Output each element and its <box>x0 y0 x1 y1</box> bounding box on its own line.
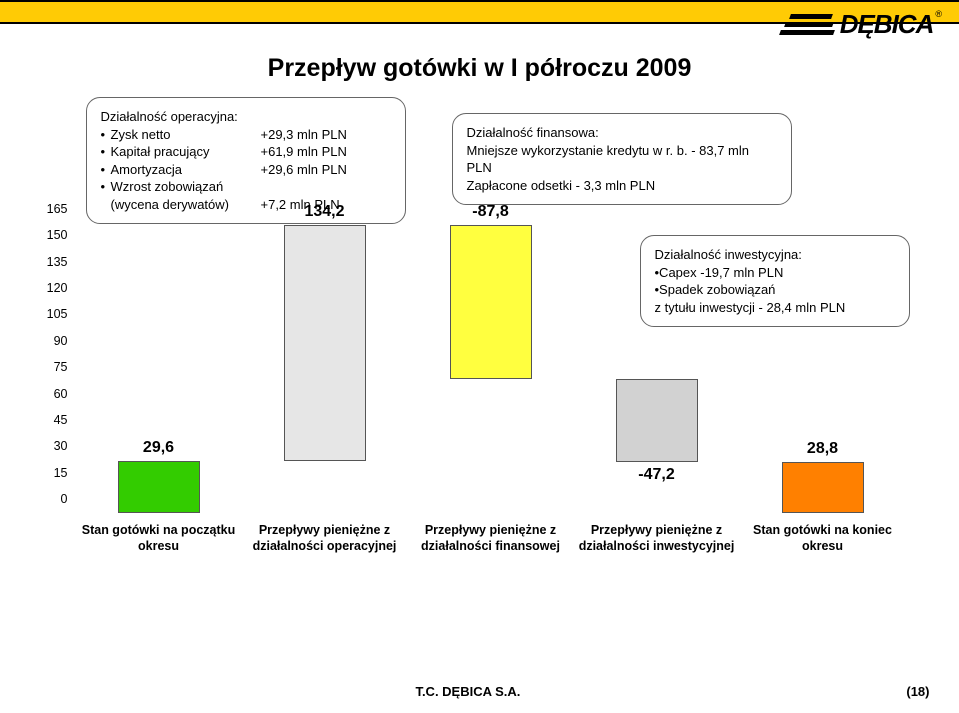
y-tick: 105 <box>36 307 68 321</box>
bar-oper <box>284 225 366 461</box>
y-tick: 15 <box>36 466 68 480</box>
y-tick: 30 <box>36 439 68 453</box>
bubble-row: •Zysk netto+29,3 mln PLN <box>101 126 391 144</box>
bubble-operating-heading: Działalność operacyjna: <box>101 109 238 124</box>
bar-inv <box>616 379 698 462</box>
waterfall-chart: 015304560759010512013515016529,6Stan got… <box>76 223 906 513</box>
bubble-line: Mniejsze wykorzystanie kredytu w r. b. -… <box>467 142 777 177</box>
x-axis-label: Przepływy pieniężne z działalności finan… <box>408 523 574 554</box>
footer: T.C. DĘBICA S.A. (18) <box>0 684 959 699</box>
bar-group-oper: 134,2Przepływy pieniężne z działalności … <box>242 223 408 513</box>
bar-start <box>118 461 200 513</box>
bar-value-label: -87,8 <box>472 203 508 221</box>
bar-group-start: 29,6Stan gotówki na początku okresu <box>76 223 242 513</box>
bubble-row: (wycena derywatów)+7,2 mln PLN <box>101 196 391 214</box>
bar-value-label: 28,8 <box>807 440 838 458</box>
y-tick: 75 <box>36 360 68 374</box>
logo-stripes <box>780 14 834 35</box>
bubble-row: •Amortyzacja+29,6 mln PLN <box>101 161 391 179</box>
bubble-financing: Działalność finansowa: Mniejsze wykorzys… <box>452 113 792 205</box>
bubble-operating: Działalność operacyjna: •Zysk netto+29,3… <box>86 97 406 224</box>
x-axis-label: Stan gotówki na początku okresu <box>76 523 242 554</box>
y-tick: 45 <box>36 413 68 427</box>
chart-area: Działalność operacyjna: •Zysk netto+29,3… <box>30 103 930 563</box>
bubble-financing-heading: Działalność finansowa: <box>467 125 599 140</box>
bubble-row: •Wzrost zobowiązań <box>101 178 391 196</box>
y-tick: 120 <box>36 281 68 295</box>
y-tick: 150 <box>36 228 68 242</box>
logo: DĘBICA® <box>780 6 941 42</box>
x-axis-label: Przepływy pieniężne z działalności inwes… <box>574 523 740 554</box>
footer-company: T.C. DĘBICA S.A. <box>415 684 520 699</box>
bubble-row: •Kapitał pracujący+61,9 mln PLN <box>101 143 391 161</box>
bar-value-label: -47,2 <box>638 466 674 484</box>
bar-group-fin: -87,8Przepływy pieniężne z działalności … <box>408 223 574 513</box>
page-title: Przepływ gotówki w I półroczu 2009 <box>0 54 959 83</box>
y-tick: 0 <box>36 492 68 506</box>
bar-value-label: 29,6 <box>143 439 174 457</box>
bar-group-inv: -47,2Przepływy pieniężne z działalności … <box>574 223 740 513</box>
bar-group-end: 28,8Stan gotówki na koniec okresu <box>740 223 906 513</box>
logo-text: DĘBICA® <box>840 9 941 40</box>
bubble-line: Zapłacone odsetki - 3,3 mln PLN <box>467 177 777 195</box>
x-axis-label: Stan gotówki na koniec okresu <box>740 523 906 554</box>
x-axis-label: Przepływy pieniężne z działalności opera… <box>242 523 408 554</box>
bar-end <box>782 462 864 513</box>
logo-word: DĘBICA <box>840 9 934 39</box>
registered-icon: ® <box>935 9 941 19</box>
bar-fin <box>450 225 532 379</box>
bar-value-label: 134,2 <box>304 203 344 221</box>
page-number: (18) <box>906 684 929 699</box>
y-tick: 165 <box>36 202 68 216</box>
y-tick: 60 <box>36 387 68 401</box>
y-tick: 90 <box>36 334 68 348</box>
y-tick: 135 <box>36 255 68 269</box>
